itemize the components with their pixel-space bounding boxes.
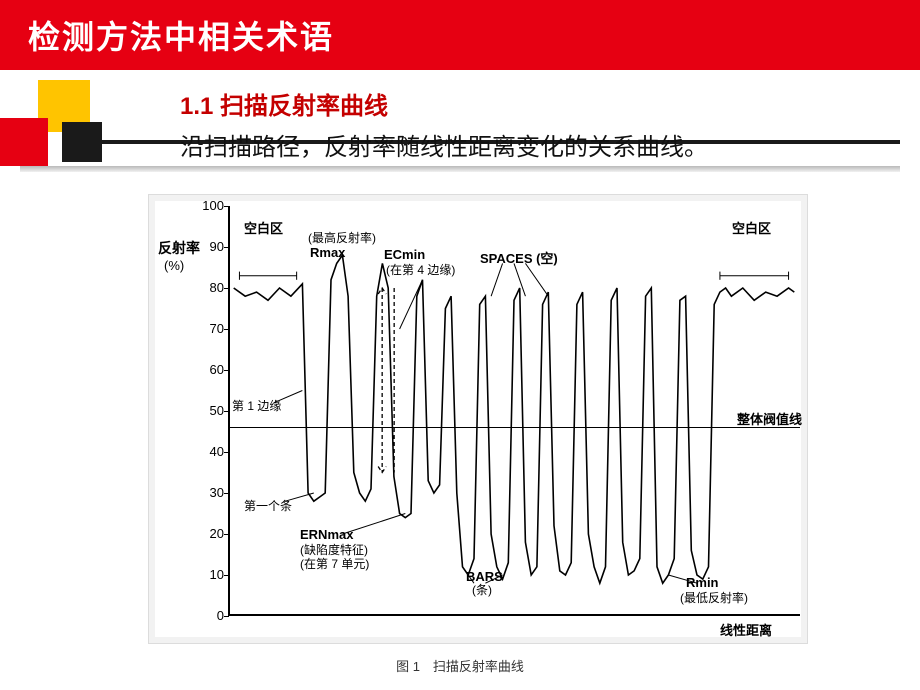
- ann-first-edge: 第 1 边缘: [232, 400, 281, 414]
- ann-ecmin-sub: (在第 4 边缘): [386, 264, 455, 278]
- x-axis-title: 线性距离: [720, 620, 772, 639]
- y-tick-label: 40: [196, 444, 224, 459]
- y-tick-label: 90: [196, 239, 224, 254]
- y-tick-label: 10: [196, 567, 224, 582]
- page-title: 检测方法中相关术语: [28, 12, 334, 58]
- ann-rmin-sub: (最低反射率): [680, 592, 748, 606]
- y-tick-label: 50: [196, 403, 224, 418]
- ann-bars-sub: (条): [472, 584, 492, 598]
- y-tick-label: 30: [196, 485, 224, 500]
- y-tick-label: 0: [196, 608, 224, 623]
- ann-first-bar: 第一个条: [244, 500, 292, 514]
- y-tick-label: 70: [196, 321, 224, 336]
- ann-rmin: Rmin: [686, 576, 719, 591]
- square-black: [62, 122, 102, 162]
- section-description: 沿扫描路径，反射率随线性距离变化的关系曲线。: [180, 127, 708, 162]
- subtitle-block: 1.1 扫描反射率曲线 沿扫描路径，反射率随线性距离变化的关系曲线。: [180, 86, 708, 162]
- ann-spaces: SPACES (空): [480, 252, 558, 267]
- divider-shadow: [20, 166, 900, 172]
- ann-blank-left: 空白区: [244, 222, 283, 237]
- header-bar: 检测方法中相关术语: [0, 0, 920, 70]
- y-tick-label: 60: [196, 362, 224, 377]
- y-tick-label: 20: [196, 526, 224, 541]
- y-tick-mark: [224, 616, 229, 617]
- ann-rmax: Rmax: [310, 246, 345, 261]
- square-red: [0, 118, 48, 166]
- y-axis-unit: (%): [164, 258, 184, 273]
- ann-ernmax-sub2: (在第 7 单元): [300, 558, 369, 572]
- ann-ernmax-sub1: (缺陷度特征): [300, 544, 368, 558]
- ann-blank-right: 空白区: [732, 222, 771, 237]
- ann-ecmin: ECmin: [384, 248, 425, 263]
- ann-rmax-sub: (最高反射率): [308, 232, 376, 246]
- figure-caption: 图 1 扫描反射率曲线: [0, 656, 920, 675]
- y-axis-title: 反射率: [158, 238, 200, 258]
- section-number-title: 1.1 扫描反射率曲线: [180, 86, 708, 121]
- ann-ernmax: ERNmax: [300, 528, 353, 543]
- y-tick-label: 100: [196, 198, 224, 213]
- y-tick-label: 80: [196, 280, 224, 295]
- decorative-squares: [0, 80, 130, 180]
